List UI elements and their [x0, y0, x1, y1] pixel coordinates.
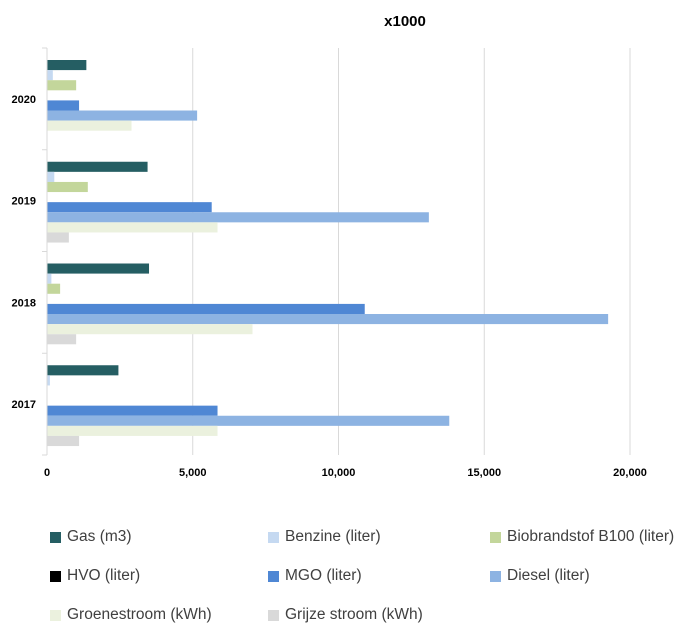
bar: [47, 212, 429, 223]
legend-item: HVO (liter): [50, 565, 140, 587]
legend-label: Benzine (liter): [285, 528, 381, 545]
bar: [47, 375, 50, 386]
legend-label: Grijze stroom (kWh): [285, 606, 423, 623]
legend-swatch: [268, 609, 279, 621]
bar: [47, 60, 87, 71]
bar: [47, 365, 119, 376]
bar: [47, 80, 77, 91]
bar: [47, 181, 88, 193]
legend-label: Groenestroom (kWh): [67, 606, 212, 623]
bar: [47, 222, 218, 233]
legend-label: Biobrandstof B100 (liter): [507, 528, 675, 545]
bar: [47, 334, 77, 345]
x-tick-label: 20,000: [613, 467, 647, 479]
bar: [47, 202, 212, 213]
legend-item: Diesel (liter): [490, 565, 590, 587]
bars: [47, 60, 609, 447]
bar: [47, 232, 69, 243]
bar: [47, 303, 365, 314]
legend-swatch: [268, 570, 279, 582]
legend-swatch: [490, 570, 501, 582]
legend-swatch: [50, 570, 61, 582]
legend-swatch: [50, 609, 61, 621]
legend-swatch: [490, 531, 501, 543]
legend-label: Gas (m3): [67, 528, 132, 545]
legend-swatch: [268, 531, 279, 543]
legend-label: HVO (liter): [67, 567, 141, 584]
x-tick-label: 10,000: [322, 467, 356, 479]
chart: x1000 0 5,000 10,000 15,000 20,000 2020 2019 20…: [12, 13, 647, 479]
bar: [47, 171, 55, 182]
bar: [47, 425, 218, 436]
bar: [47, 110, 198, 121]
legend-item: Gas (m3): [50, 526, 132, 548]
bar: [47, 314, 609, 325]
legend-item: MGO (liter): [268, 565, 362, 587]
gridlines: [192, 48, 631, 455]
bar: [47, 100, 80, 111]
legend-item: Grijze stroom (kWh): [268, 604, 423, 626]
bar: [47, 120, 132, 131]
axes: 0 5,000 10,000 15,000 20,000 2020 2019 2018 2017: [12, 47, 647, 479]
bar: [47, 435, 80, 447]
category-label: 2019: [12, 196, 36, 208]
category-label: 2020: [12, 94, 36, 106]
chart-title: x1000: [384, 13, 426, 30]
bar: [47, 263, 150, 274]
bar: [47, 161, 148, 172]
category-label: 2017: [12, 399, 36, 411]
bar: [47, 283, 61, 294]
legend-swatch: [50, 531, 61, 543]
bar: [47, 415, 450, 426]
bar: [47, 405, 218, 416]
category-label: 2018: [12, 297, 36, 309]
bar: [47, 273, 52, 284]
legend-label: MGO (liter): [285, 567, 362, 584]
x-tick-label: 15,000: [467, 467, 501, 479]
bar: [47, 70, 53, 81]
legend-item: Benzine (liter): [268, 526, 381, 548]
x-tick-label: 5,000: [179, 467, 207, 479]
x-tick-label: 0: [44, 467, 50, 479]
legend-label: Diesel (liter): [507, 567, 590, 584]
legend: Gas (m3) Benzine (liter) Biobrandstof B100…: [0, 520, 694, 623]
legend-item: Biobrandstof B100 (liter): [490, 526, 674, 548]
legend-item: Groenestroom (kWh): [50, 604, 212, 626]
bar: [47, 324, 253, 335]
